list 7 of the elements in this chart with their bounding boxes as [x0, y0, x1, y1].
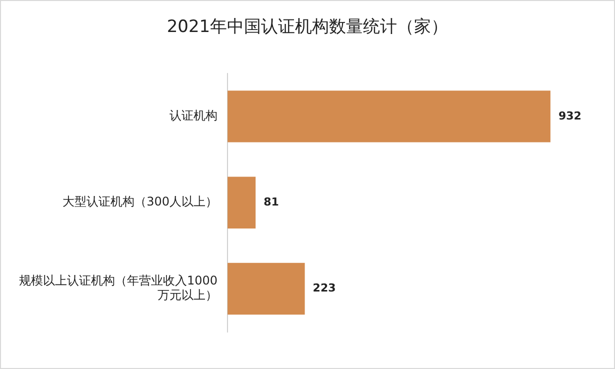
y-tick-label: 大型认证机构（300人以上）	[62, 194, 218, 209]
y-tick-label: 规模以上认证机构（年营业收入1000万元以上）	[18, 274, 218, 302]
chart-title: 2021年中国认证机构数量统计（家）	[166, 16, 450, 38]
data-label: 223	[312, 282, 336, 295]
data-label: 81	[264, 195, 279, 208]
data-label: 932	[558, 109, 582, 122]
y-tick-label: 认证机构	[170, 108, 218, 123]
